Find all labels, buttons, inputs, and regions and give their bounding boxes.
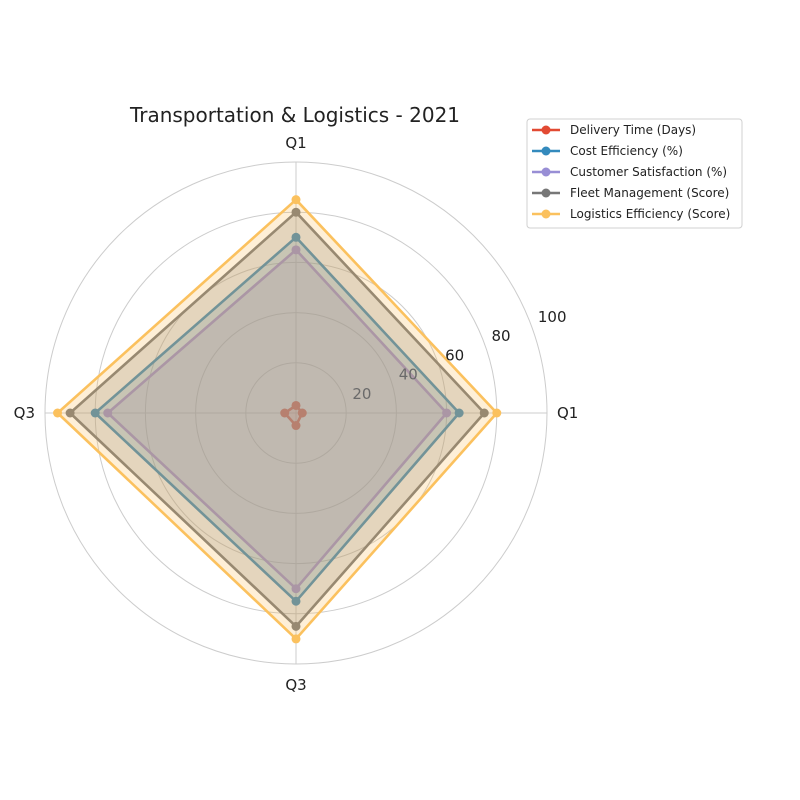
legend-entry-label: Logistics Efficiency (Score) — [570, 207, 730, 221]
radial-tick-label: 40 — [399, 366, 418, 384]
legend-entry-label: Delivery Time (Days) — [570, 123, 696, 137]
series-point — [292, 195, 301, 204]
axis-category-label: Q1 — [557, 404, 578, 422]
radial-tick-label: 100 — [538, 308, 567, 326]
legend-marker — [542, 147, 551, 156]
legend-entry-label: Customer Satisfaction (%) — [570, 165, 727, 179]
legend-marker — [542, 189, 551, 198]
axis-category-label: Q3 — [14, 404, 35, 422]
series-point — [492, 409, 501, 418]
axis-category-label: Q3 — [285, 676, 306, 694]
legend-entry-label: Fleet Management (Score) — [570, 186, 729, 200]
radial-tick-label: 80 — [492, 327, 511, 345]
chart-legend: Delivery Time (Days) Cost Efficiency (%) C… — [527, 119, 742, 228]
chart-title: Transportation & Logistics - 2021 — [129, 103, 460, 127]
legend-marker — [542, 126, 551, 135]
radial-tick-label: 20 — [352, 385, 371, 403]
legend-marker — [542, 168, 551, 177]
series-area — [58, 200, 497, 639]
legend-entry-label: Cost Efficiency (%) — [570, 144, 683, 158]
series-point — [292, 634, 301, 643]
legend-marker — [542, 210, 551, 219]
series-group — [53, 195, 501, 643]
series-point — [53, 409, 62, 418]
radial-tick-label: 60 — [445, 346, 464, 364]
axis-category-label: Q1 — [285, 134, 306, 152]
radar-series — [53, 195, 501, 643]
